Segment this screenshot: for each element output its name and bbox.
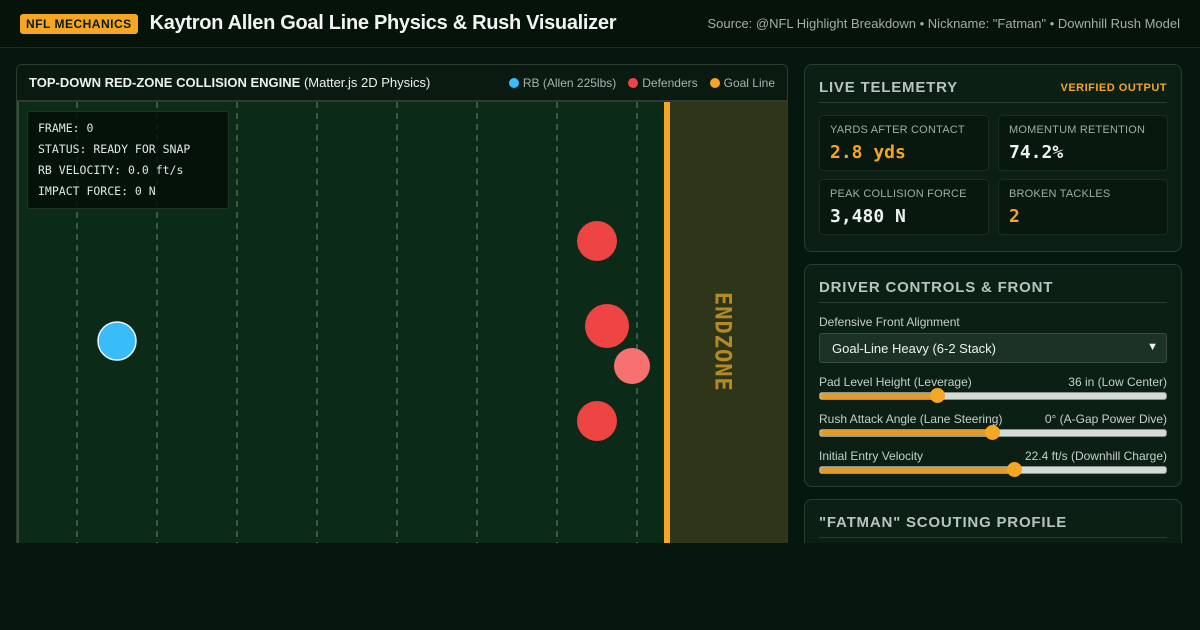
telemetry-card: LIVE TELEMETRY VERIFIED OUTPUT YARDS AFT… — [804, 64, 1182, 252]
controls-title-row: DRIVER CONTROLS & FRONT — [819, 279, 1167, 303]
slider-value: 0° (A-Gap Power Dive) — [1044, 412, 1167, 426]
hud-impact: IMPACT FORCE: 0 N — [38, 184, 156, 198]
slider-handle[interactable] — [985, 425, 1000, 440]
slider-row-pad-level: Pad Level Height (Leverage) 36 in (Low C… — [819, 375, 1167, 389]
controls-title: DRIVER CONTROLS & FRONT — [819, 279, 1054, 296]
slider-label: Initial Entry Velocity — [819, 449, 924, 463]
controls-card: DRIVER CONTROLS & FRONT Defensive Front … — [804, 264, 1182, 487]
defender[interactable] — [585, 304, 629, 348]
goal-line — [664, 102, 670, 545]
legend-label: RB (Allen 225lbs) — [522, 75, 617, 90]
legend-item-defenders: Defenders — [628, 75, 698, 90]
scouting-title: "FATMAN" SCOUTING PROFILE — [819, 514, 1068, 531]
page-footer-space — [0, 543, 1200, 630]
endzone — [667, 102, 787, 545]
metric-peak-collision-force: PEAK COLLISION FORCE 3,480 N — [819, 179, 989, 235]
slider-row-attack-angle: Rush Attack Angle (Lane Steering) 0° (A-… — [819, 412, 1167, 426]
metrics-grid: YARDS AFTER CONTACT 2.8 yds MOMENTUM RET… — [819, 115, 1168, 235]
slider-row-entry-velocity: Initial Entry Velocity 22.4 ft/s (Downhi… — [819, 449, 1167, 463]
hud-status: STATUS: READY FOR SNAP — [38, 142, 191, 156]
hud-overlay: FRAME: 0 STATUS: READY FOR SNAP RB VELOC… — [27, 111, 229, 209]
metric-value: 2.8 yds — [830, 142, 906, 163]
chevron-down-icon: ▼ — [1147, 341, 1158, 353]
verified-badge: VERIFIED OUTPUT — [1060, 81, 1167, 94]
metric-label: BROKEN TACKLES — [1009, 188, 1111, 200]
running-back[interactable] — [97, 321, 137, 361]
hud-frame: FRAME: 0 — [38, 121, 94, 135]
simulation-title-bold: TOP-DOWN RED-ZONE COLLISION ENGINE — [29, 75, 301, 90]
legend-item-rb: RB (Allen 225lbs) — [508, 75, 617, 90]
simulation-title-engine: (Matter.js 2D Physics) — [303, 75, 431, 90]
front-alignment-label: Defensive Front Alignment — [819, 315, 960, 329]
attack-angle-slider[interactable] — [819, 425, 1167, 440]
endzone-label: ENDZONE — [709, 292, 735, 392]
slider-fill — [820, 430, 993, 436]
telemetry-title-row: LIVE TELEMETRY VERIFIED OUTPUT — [819, 79, 1167, 103]
simulation-header: TOP-DOWN RED-ZONE COLLISION ENGINE (Matt… — [17, 65, 787, 102]
entry-velocity-slider[interactable] — [819, 462, 1167, 477]
metric-value: 2 — [1009, 206, 1020, 227]
slider-label: Pad Level Height (Leverage) — [819, 375, 972, 389]
slider-fill — [820, 467, 1016, 473]
slider-value: 36 in (Low Center) — [1068, 375, 1167, 389]
metric-broken-tackles: BROKEN TACKLES 2 — [998, 179, 1168, 235]
front-alignment-value: Goal-Line Heavy (6-2 Stack) — [832, 340, 997, 356]
metric-value: 74.2% — [1009, 142, 1064, 163]
legend: RB (Allen 225lbs) Defenders Goal Line — [508, 75, 775, 90]
rb-dot-icon — [508, 77, 519, 88]
slider-handle[interactable] — [929, 388, 945, 403]
front-alignment-select[interactable]: Goal-Line Heavy (6-2 Stack) ▼ — [819, 333, 1167, 363]
legend-item-goal-line: Goal Line — [709, 75, 775, 90]
defender[interactable] — [577, 401, 617, 441]
metric-momentum-retention: MOMENTUM RETENTION 74.2% — [998, 115, 1168, 171]
simulation-title: TOP-DOWN RED-ZONE COLLISION ENGINE (Matt… — [29, 75, 430, 90]
telemetry-title: LIVE TELEMETRY — [819, 79, 958, 96]
simulation-panel: TOP-DOWN RED-ZONE COLLISION ENGINE (Matt… — [16, 64, 788, 546]
defender[interactable] — [577, 221, 617, 261]
metric-value: 3,480 N — [830, 206, 906, 227]
metric-label: MOMENTUM RETENTION — [1009, 124, 1146, 136]
yard-lines — [76, 102, 638, 545]
metric-yards-after-contact: YARDS AFTER CONTACT 2.8 yds — [819, 115, 989, 171]
slider-handle[interactable] — [1007, 462, 1023, 477]
slider-value: 22.4 ft/s (Downhill Charge) — [1024, 449, 1167, 463]
hud-velocity: RB VELOCITY: 0.0 ft/s — [38, 163, 184, 177]
field-canvas[interactable]: FRAME: 0 STATUS: READY FOR SNAP RB VELOC… — [17, 102, 787, 545]
app-header: NFL MECHANICS Kaytron Allen Goal Line Ph… — [0, 0, 1200, 48]
slider-fill — [820, 393, 938, 399]
metric-label: YARDS AFTER CONTACT — [830, 124, 965, 136]
page-title: Kaytron Allen Goal Line Physics & Rush V… — [149, 12, 617, 34]
slider-label: Rush Attack Angle (Lane Steering) — [819, 412, 1003, 426]
pad-level-slider[interactable] — [819, 388, 1167, 403]
goal-line-dot-icon — [709, 77, 720, 88]
legend-label: Goal Line — [723, 75, 775, 90]
category-badge: NFL MECHANICS — [20, 13, 138, 34]
defender[interactable] — [614, 348, 650, 384]
source-credit: Source: @NFL Highlight Breakdown • Nickn… — [707, 16, 1180, 31]
scouting-title-row: "FATMAN" SCOUTING PROFILE — [819, 514, 1167, 538]
legend-label: Defenders — [642, 75, 698, 90]
defender-dot-icon — [628, 77, 639, 88]
metric-label: PEAK COLLISION FORCE — [830, 188, 967, 200]
